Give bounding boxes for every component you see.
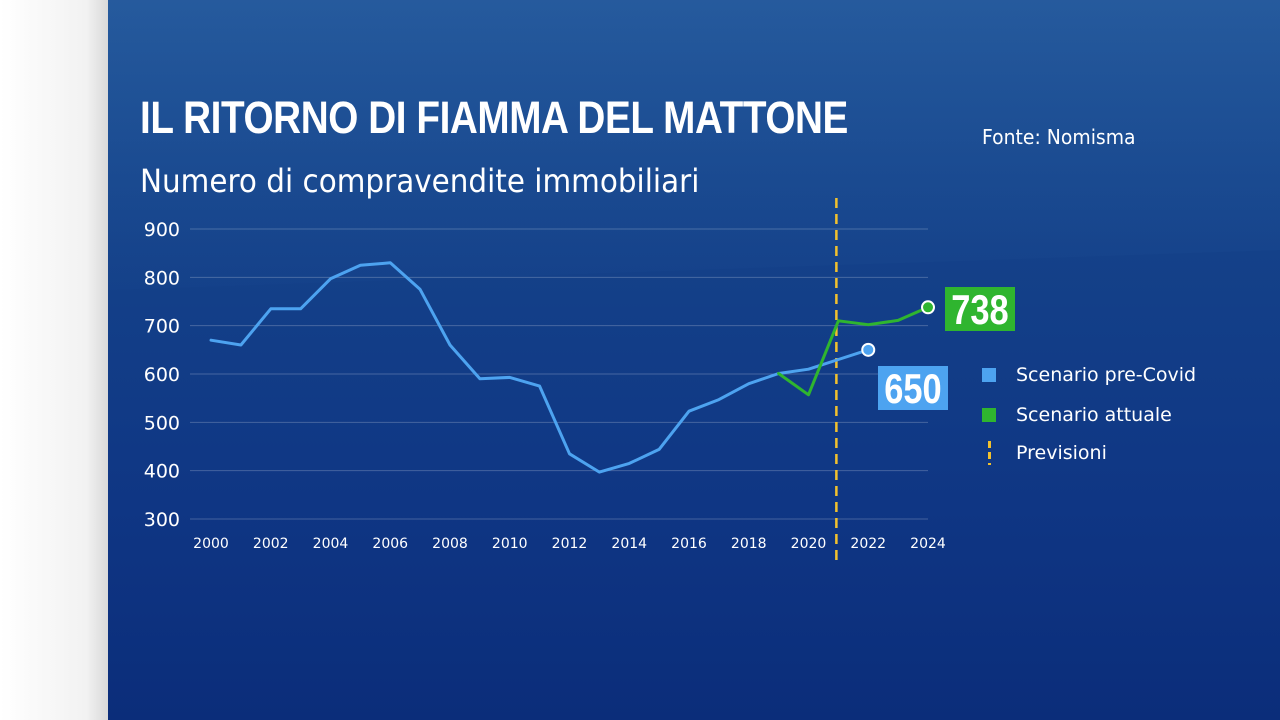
series-line-attuale: [777, 305, 930, 397]
x-tick-label-2002: 2002: [253, 536, 289, 552]
legend-label-previsioni: Previsioni: [1016, 442, 1107, 464]
series-line-pre-covid: [209, 261, 870, 474]
y-tick-label-900: 900: [144, 219, 180, 241]
x-tick-label-2018: 2018: [731, 536, 767, 552]
y-tick-label-300: 300: [144, 509, 180, 531]
legend-label-pre-covid: Scenario pre-Covid: [1016, 364, 1197, 386]
x-tick-label-2020: 2020: [791, 536, 827, 552]
x-tick-label-2010: 2010: [492, 536, 528, 552]
axis-labels: 300 400 500 600 700 800 900 2000 2002 2004 2006 200…: [144, 219, 946, 552]
x-tick-label-2008: 2008: [432, 536, 468, 552]
series-lines: [209, 261, 935, 474]
legend-swatch-attuale: [982, 408, 996, 422]
end-label-box-attuale: [945, 287, 1015, 331]
source-note: Fonte: Nomisma: [982, 125, 1136, 149]
legend-label-attuale: Scenario attuale: [1016, 404, 1172, 426]
x-tick-label-2014: 2014: [611, 536, 647, 552]
x-tick-label-2016: 2016: [671, 536, 707, 552]
legend-swatch-pre-covid: [982, 368, 996, 382]
x-tick-label-2000: 2000: [193, 536, 229, 552]
end-point-attuale: [921, 300, 935, 315]
legend-item-previsioni: Previsioni: [982, 438, 1107, 468]
page-title: IL RITORNO DI FIAMMA DEL MATTONE: [140, 92, 848, 143]
legend-item-attuale: Scenario attuale: [982, 400, 1172, 430]
x-tick-label-2024: 2024: [910, 536, 946, 552]
end-point-pre-covid: [861, 342, 876, 357]
y-tick-label-500: 500: [144, 412, 180, 434]
x-tick-label-2022: 2022: [850, 536, 886, 552]
end-label-pre-covid: 650: [884, 366, 941, 413]
grid-lines: [190, 228, 928, 520]
y-tick-label-600: 600: [144, 364, 180, 386]
page-subtitle: Numero di compravendite immobiliari: [140, 162, 700, 200]
legend-item-pre-covid: Scenario pre-Covid: [982, 360, 1196, 390]
left-margin-strip: [0, 0, 108, 720]
x-tick-label-2004: 2004: [313, 536, 349, 552]
x-tick-label-2006: 2006: [372, 536, 408, 552]
end-label-attuale: 738: [951, 287, 1008, 334]
end-label-box-pre-covid: [878, 366, 948, 410]
x-tick-label-2012: 2012: [552, 536, 588, 552]
y-tick-label-400: 400: [144, 461, 180, 483]
legend-dash-previsioni: [982, 441, 996, 465]
y-tick-label-800: 800: [144, 267, 180, 289]
y-tick-label-700: 700: [144, 316, 180, 338]
